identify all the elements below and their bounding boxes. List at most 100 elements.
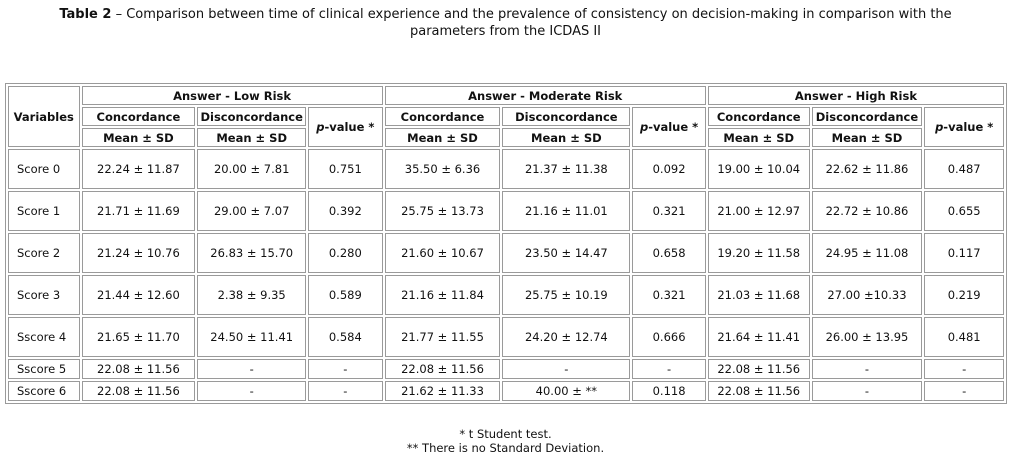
col-header-p-value: p-value * xyxy=(632,107,706,147)
row-label: Score 3 xyxy=(8,275,80,315)
data-cell: 0.392 xyxy=(308,191,383,231)
data-cell: 0.321 xyxy=(632,191,706,231)
header-row-measures: Concordance Disconcordance p-value * Con… xyxy=(8,107,1004,147)
data-cell: 21.77 ± 11.55 xyxy=(384,317,501,357)
group-header-moderate-risk: Answer - Moderate Risk xyxy=(384,86,706,105)
data-cell: 35.50 ± 6.36 xyxy=(384,149,501,189)
data-cell: 26.00 ± 13.95 xyxy=(811,317,923,357)
data-cell: - xyxy=(811,359,923,379)
footnote-no-sd: ** There is no Standard Deviation. xyxy=(406,441,605,455)
data-cell: 40.00 ± ** xyxy=(502,381,631,401)
data-cell: 26.83 ± 15.70 xyxy=(197,233,307,273)
row-label: Score 2 xyxy=(8,233,80,273)
table-row: Score 2 21.24 ± 10.76 26.83 ± 15.70 0.28… xyxy=(8,233,1004,273)
group-header-low-risk: Answer - Low Risk xyxy=(81,86,383,105)
group-header-high-risk: Answer - High Risk xyxy=(707,86,1004,105)
footnotes: * t Student test. ** There is no Standar… xyxy=(0,427,1011,455)
data-cell: 22.24 ± 11.87 xyxy=(81,149,196,189)
data-cell: - xyxy=(197,359,307,379)
data-cell: 0.481 xyxy=(924,317,1004,357)
data-cell: 22.08 ± 11.56 xyxy=(384,359,501,379)
data-cell: 0.658 xyxy=(632,233,706,273)
p-rest: -value * xyxy=(943,120,994,134)
col-header-mean-sd: Mean ± SD xyxy=(384,128,501,147)
data-cell: 0.117 xyxy=(924,233,1004,273)
data-cell: 21.03 ± 11.68 xyxy=(707,275,810,315)
data-cell: 0.584 xyxy=(308,317,383,357)
col-header-mean-sd: Mean ± SD xyxy=(502,128,631,147)
table-row: Score 1 21.71 ± 11.69 29.00 ± 7.07 0.392… xyxy=(8,191,1004,231)
data-cell: 21.44 ± 12.60 xyxy=(81,275,196,315)
col-header-p-value: p-value * xyxy=(308,107,383,147)
data-cell: 0.321 xyxy=(632,275,706,315)
data-cell: 22.72 ± 10.86 xyxy=(811,191,923,231)
data-cell: 29.00 ± 7.07 xyxy=(197,191,307,231)
data-cell: 21.65 ± 11.70 xyxy=(81,317,196,357)
data-cell: 21.16 ± 11.01 xyxy=(502,191,631,231)
data-cell: - xyxy=(811,381,923,401)
table-row: Score 0 22.24 ± 11.87 20.00 ± 7.81 0.751… xyxy=(8,149,1004,189)
data-cell: 0.118 xyxy=(632,381,706,401)
footnote-t-student: * t Student test. xyxy=(459,427,552,441)
page-title: Table 2 – Comparison between time of cli… xyxy=(28,6,983,40)
data-cell: 24.50 ± 11.41 xyxy=(197,317,307,357)
col-header-mean-sd: Mean ± SD xyxy=(197,128,307,147)
col-header-disconcordance: Disconcordance xyxy=(502,107,631,126)
header-row-mean-sd: Mean ± SD Mean ± SD Mean ± SD Mean ± SD … xyxy=(8,128,1004,147)
data-cell: 0.280 xyxy=(308,233,383,273)
data-cell: 22.08 ± 11.56 xyxy=(707,381,810,401)
data-cell: 0.092 xyxy=(632,149,706,189)
data-cell: 22.08 ± 11.56 xyxy=(707,359,810,379)
table-row: Sscore 6 22.08 ± 11.56 - - 21.62 ± 11.33… xyxy=(8,381,1004,401)
data-cell: 19.20 ± 11.58 xyxy=(707,233,810,273)
table-row: Sscore 5 22.08 ± 11.56 - - 22.08 ± 11.56… xyxy=(8,359,1004,379)
table-row: Score 3 21.44 ± 12.60 2.38 ± 9.35 0.589 … xyxy=(8,275,1004,315)
data-cell: - xyxy=(308,381,383,401)
data-cell: 25.75 ± 10.19 xyxy=(502,275,631,315)
p-italic: p xyxy=(639,120,649,134)
data-cell: 21.71 ± 11.69 xyxy=(81,191,196,231)
data-cell: 0.219 xyxy=(924,275,1004,315)
header-variables: Variables xyxy=(8,86,80,147)
data-cell: - xyxy=(308,359,383,379)
data-cell: 23.50 ± 14.47 xyxy=(502,233,631,273)
data-cell: 0.751 xyxy=(308,149,383,189)
col-header-p-value: p-value * xyxy=(924,107,1004,147)
data-cell: - xyxy=(502,359,631,379)
p-rest: -value * xyxy=(324,120,375,134)
col-header-mean-sd: Mean ± SD xyxy=(811,128,923,147)
data-cell: - xyxy=(924,381,1004,401)
data-cell: 22.08 ± 11.56 xyxy=(81,359,196,379)
col-header-disconcordance: Disconcordance xyxy=(197,107,307,126)
data-cell: 0.655 xyxy=(924,191,1004,231)
data-cell: 27.00 ±10.33 xyxy=(811,275,923,315)
p-italic: p xyxy=(935,120,944,134)
data-cell: 0.487 xyxy=(924,149,1004,189)
header-row-groups: Variables Answer - Low Risk Answer - Mod… xyxy=(8,86,1004,147)
table-caption: – Comparison between time of clinical ex… xyxy=(115,7,952,39)
data-cell: 21.62 ± 11.33 xyxy=(384,381,501,401)
row-label: Sscore 6 xyxy=(8,381,80,401)
table-row: Sscore 4 21.65 ± 11.70 24.50 ± 11.41 0.5… xyxy=(8,317,1004,357)
table-label: Table 2 xyxy=(59,7,112,22)
p-italic: p xyxy=(316,120,325,134)
col-header-disconcordance: Disconcordance xyxy=(811,107,923,126)
data-cell: - xyxy=(632,359,706,379)
data-cell: 21.37 ± 11.38 xyxy=(502,149,631,189)
data-cell: 22.08 ± 11.56 xyxy=(81,381,196,401)
data-cell: - xyxy=(197,381,307,401)
data-cell: 22.62 ± 11.86 xyxy=(811,149,923,189)
row-label: Score 1 xyxy=(8,191,80,231)
col-header-mean-sd: Mean ± SD xyxy=(707,128,810,147)
col-header-concordance: Concordance xyxy=(81,107,196,126)
data-cell: 21.00 ± 12.97 xyxy=(707,191,810,231)
data-cell: 2.38 ± 9.35 xyxy=(197,275,307,315)
data-cell: 24.95 ± 11.08 xyxy=(811,233,923,273)
data-cell: 21.24 ± 10.76 xyxy=(81,233,196,273)
data-cell: - xyxy=(924,359,1004,379)
data-cell: 21.60 ± 10.67 xyxy=(384,233,501,273)
p-rest: -value * xyxy=(648,120,699,134)
data-cell: 20.00 ± 7.81 xyxy=(197,149,307,189)
row-label: Score 0 xyxy=(8,149,80,189)
